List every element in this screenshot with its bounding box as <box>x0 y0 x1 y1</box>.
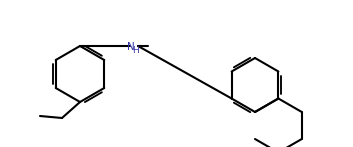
Text: N: N <box>127 42 135 52</box>
Text: H: H <box>132 46 138 55</box>
